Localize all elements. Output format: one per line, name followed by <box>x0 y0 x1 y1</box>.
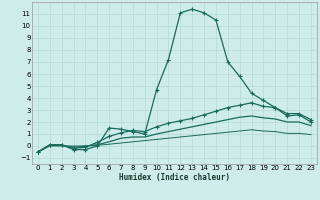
X-axis label: Humidex (Indice chaleur): Humidex (Indice chaleur) <box>119 173 230 182</box>
